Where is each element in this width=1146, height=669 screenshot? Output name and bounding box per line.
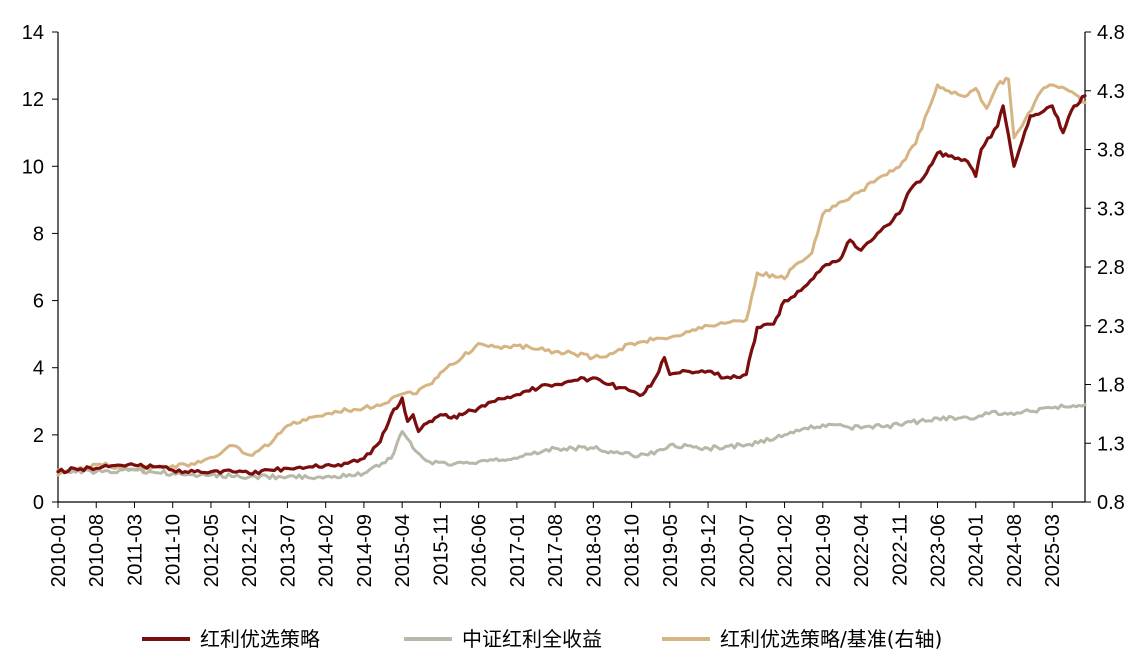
x-tick-label: 2013-07	[277, 514, 299, 587]
x-tick-label: 2024-01	[966, 514, 988, 587]
left-y-tick-label: 10	[22, 156, 44, 178]
left-y-tick-label: 8	[33, 223, 44, 245]
series-line-strategy	[56, 94, 1087, 476]
x-tick-label: 2024-08	[1004, 514, 1026, 587]
x-tick-label: 2011-10	[163, 514, 185, 586]
x-tick-label: 2018-10	[622, 514, 644, 587]
x-tick-label: 2025-03	[1042, 514, 1064, 587]
series-line-benchmark	[56, 403, 1087, 481]
x-tick-label: 2023-06	[928, 514, 950, 587]
series-line-ratio	[56, 76, 1087, 477]
x-tick-label: 2017-01	[507, 514, 529, 587]
series-lines	[56, 76, 1087, 481]
x-tick-label: 2010-08	[86, 514, 108, 587]
left-y-tick-label: 12	[22, 89, 44, 111]
x-tick-label: 2016-06	[469, 514, 491, 587]
left-y-tick-label: 2	[33, 425, 44, 447]
x-tick-label: 2011-03	[124, 514, 146, 586]
right-y-tick-label: 1.3	[1097, 433, 1125, 455]
x-tick-label: 2021-09	[813, 514, 835, 587]
x-tick-label: 2010-01	[48, 514, 70, 587]
x-tick-label: 2012-12	[239, 514, 261, 587]
x-tick-label: 2012-05	[201, 514, 223, 587]
right-y-tick-label: 1.8	[1097, 375, 1125, 397]
x-tick-label: 2021-02	[775, 514, 797, 587]
right-y-tick-label: 4.8	[1097, 22, 1125, 44]
axes: 0 2 4 6 8 10 12 14 0.8 1.3 1.8 2.3 2.8 3.3 3.8 4.3 4.8 20…	[22, 22, 1125, 587]
right-y-tick-label: 2.8	[1097, 257, 1125, 279]
right-y-tick-label: 3.8	[1097, 140, 1125, 162]
x-tick-label: 2022-11	[889, 514, 911, 586]
x-tick-label: 2022-04	[851, 514, 873, 587]
right-y-tick-label: 4.3	[1097, 81, 1125, 103]
left-y-tick-label: 6	[33, 291, 44, 313]
x-tick-label: 2019-12	[698, 514, 720, 587]
x-tick-label: 2015-04	[392, 514, 414, 587]
legend: 红利优选策略 中证红利全收益 红利优选策略/基准(右轴)	[142, 627, 942, 651]
x-tick-label: 2014-02	[316, 514, 338, 587]
x-tick-label: 2020-07	[736, 514, 758, 587]
x-tick-label: 2017-08	[545, 514, 567, 587]
legend-label: 中证红利全收益	[462, 627, 602, 651]
left-y-tick-label: 0	[33, 492, 44, 514]
x-tick-label: 2014-09	[354, 514, 376, 587]
x-tick-label: 2018-03	[583, 514, 605, 587]
right-y-tick-label: 0.8	[1097, 492, 1125, 514]
legend-label: 红利优选策略	[200, 627, 320, 651]
x-tick-label: 2015-11	[430, 514, 452, 586]
legend-label: 红利优选策略/基准(右轴)	[720, 627, 942, 651]
left-y-tick-label: 4	[33, 358, 44, 380]
left-y-tick-label: 14	[22, 22, 44, 44]
right-y-tick-label: 3.3	[1097, 198, 1125, 220]
x-tick-label: 2019-05	[660, 514, 682, 587]
right-y-tick-label: 2.3	[1097, 316, 1125, 338]
